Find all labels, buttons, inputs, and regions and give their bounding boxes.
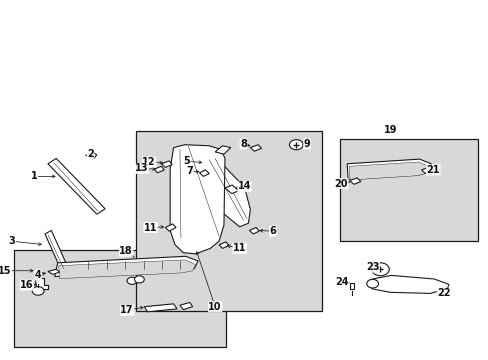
Polygon shape [59, 260, 195, 279]
Polygon shape [48, 158, 105, 214]
Polygon shape [180, 302, 192, 310]
Text: 11: 11 [143, 222, 157, 233]
Polygon shape [55, 256, 198, 276]
Text: 22: 22 [436, 288, 450, 298]
Polygon shape [421, 167, 431, 174]
Text: 24: 24 [335, 276, 348, 287]
Polygon shape [349, 178, 360, 184]
Polygon shape [348, 162, 427, 180]
Polygon shape [346, 159, 430, 179]
Polygon shape [144, 304, 177, 312]
Text: 16: 16 [20, 280, 34, 290]
Text: 13: 13 [135, 163, 148, 174]
FancyBboxPatch shape [136, 131, 321, 311]
Text: 19: 19 [383, 125, 396, 135]
Text: 12: 12 [142, 157, 156, 167]
Polygon shape [250, 145, 261, 151]
Text: 11: 11 [232, 243, 246, 253]
Polygon shape [219, 242, 228, 248]
Polygon shape [85, 152, 97, 158]
Circle shape [127, 277, 137, 284]
Polygon shape [199, 170, 209, 176]
Text: 8: 8 [240, 139, 246, 149]
Text: 17: 17 [120, 305, 134, 315]
Text: 20: 20 [334, 179, 347, 189]
Polygon shape [48, 269, 60, 274]
Polygon shape [203, 156, 250, 227]
Text: 9: 9 [303, 139, 310, 149]
FancyBboxPatch shape [339, 139, 477, 241]
Polygon shape [45, 230, 67, 270]
Circle shape [366, 279, 378, 288]
Text: 23: 23 [365, 262, 379, 272]
Text: 3: 3 [9, 236, 16, 246]
FancyBboxPatch shape [14, 250, 226, 347]
Text: 1: 1 [31, 171, 38, 181]
Polygon shape [249, 228, 259, 234]
Circle shape [32, 287, 44, 295]
Circle shape [371, 263, 388, 276]
Polygon shape [371, 275, 448, 293]
Polygon shape [349, 283, 353, 289]
Polygon shape [165, 224, 176, 231]
Text: 21: 21 [426, 165, 439, 175]
Polygon shape [224, 185, 238, 194]
Text: 10: 10 [208, 302, 222, 312]
Polygon shape [215, 146, 230, 154]
Circle shape [134, 276, 144, 283]
Text: 6: 6 [269, 226, 276, 236]
Text: 15: 15 [0, 266, 12, 276]
Text: 14: 14 [237, 181, 251, 192]
Polygon shape [154, 166, 164, 173]
Text: 7: 7 [186, 166, 193, 176]
Polygon shape [170, 145, 224, 254]
Text: 18: 18 [119, 246, 133, 256]
Text: 5: 5 [183, 156, 190, 166]
Text: 2: 2 [87, 149, 94, 159]
Text: 4: 4 [35, 270, 41, 280]
Polygon shape [35, 278, 48, 289]
Polygon shape [161, 161, 172, 167]
Circle shape [289, 140, 303, 150]
